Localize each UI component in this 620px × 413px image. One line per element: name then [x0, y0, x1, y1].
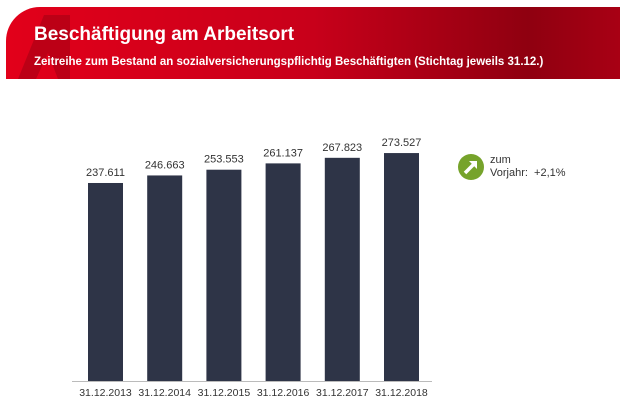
x-tick-label: 31.12.2016	[257, 387, 310, 399]
data-label: 237.611	[86, 167, 125, 179]
header-banner	[6, 7, 620, 79]
page-subtitle: Zeitreihe zum Bestand an sozialversicher…	[34, 56, 544, 68]
agency-logo-icon	[18, 15, 70, 79]
change-note: zum Vorjahr: +2,1%	[458, 154, 566, 180]
x-tick-label: 31.12.2014	[138, 387, 191, 399]
bar	[265, 163, 301, 381]
note-line1: zum	[490, 154, 511, 166]
x-tick-label: 31.12.2015	[198, 387, 251, 399]
note-line2: Vorjahr: +2,1%	[490, 167, 566, 179]
bar	[88, 182, 123, 381]
x-tick-label: 31.12.2013	[79, 387, 132, 399]
bar	[384, 153, 419, 381]
data-label: 246.663	[145, 159, 185, 171]
page-title: Beschäftigung am Arbeitsort	[34, 24, 295, 45]
x-tick-label: 31.12.2017	[316, 387, 369, 399]
data-label: 273.527	[382, 137, 422, 149]
x-tick-label: 31.12.2018	[375, 387, 428, 399]
bar	[206, 169, 242, 381]
bar	[324, 157, 360, 381]
data-label: 253.553	[204, 154, 244, 166]
bar	[147, 175, 183, 381]
arrow-up-right-icon	[458, 154, 484, 180]
data-label: 261.137	[263, 147, 303, 159]
data-label: 267.823	[322, 142, 362, 154]
